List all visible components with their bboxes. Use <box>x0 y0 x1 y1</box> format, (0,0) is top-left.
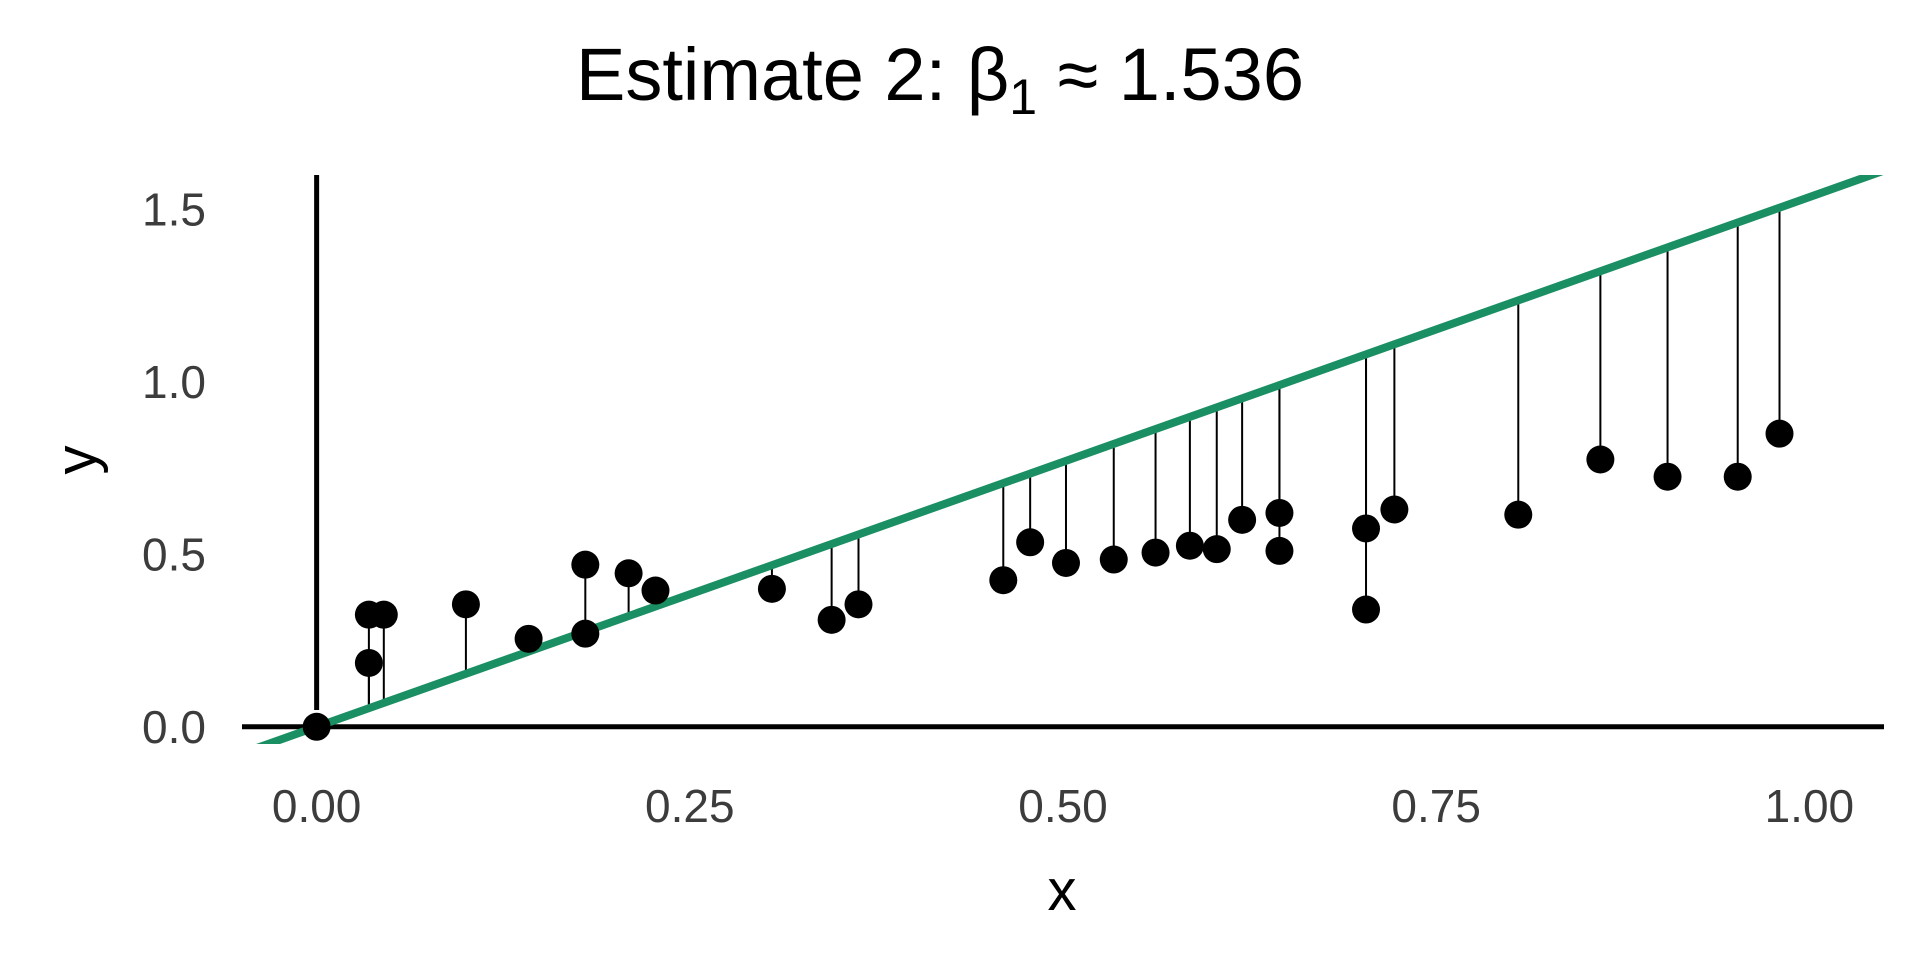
y-tick-label-1: 0.5 <box>142 528 206 580</box>
chart-title-prefix: Estimate 2: β <box>576 33 1009 116</box>
data-point-3 <box>369 600 398 629</box>
data-point-28 <box>1653 462 1682 491</box>
data-point-19 <box>1202 535 1231 564</box>
data-point-26 <box>1504 500 1533 529</box>
y-tick-label-0: 0.0 <box>142 701 206 753</box>
data-point-6 <box>571 550 600 579</box>
data-point-23 <box>1352 514 1381 543</box>
y-tick-label-3: 1.5 <box>142 183 206 235</box>
chart-title-subscript: 1 <box>1009 69 1037 125</box>
data-point-11 <box>817 605 846 634</box>
plot-area: 0.00 0.25 0.50 0.75 1.00 0.0 0.5 1.0 1.5 <box>142 175 1884 832</box>
data-point-7 <box>571 619 600 648</box>
x-tick-label-4: 1.00 <box>1765 780 1855 832</box>
data-point-2 <box>354 648 383 677</box>
data-point-22 <box>1265 536 1294 565</box>
data-point-21 <box>1265 498 1294 527</box>
x-axis-label: x <box>1048 858 1077 923</box>
data-point-8 <box>614 559 643 588</box>
data-point-24 <box>1352 595 1381 624</box>
data-point-5 <box>514 624 543 653</box>
data-point-13 <box>989 566 1018 595</box>
fit-line <box>256 175 1884 744</box>
data-point-18 <box>1175 531 1204 560</box>
data-point-12 <box>844 590 873 619</box>
data-point-4 <box>451 590 480 619</box>
x-tick-label-3: 0.75 <box>1391 780 1481 832</box>
data-point-10 <box>757 574 786 603</box>
data-point-17 <box>1141 538 1170 567</box>
data-point-25 <box>1380 495 1409 524</box>
data-point-0 <box>302 712 331 741</box>
y-tick-label-2: 1.0 <box>142 356 206 408</box>
data-point-20 <box>1228 505 1257 534</box>
x-tick-label-2: 0.50 <box>1018 780 1108 832</box>
data-point-15 <box>1051 548 1080 577</box>
chart-title-suffix: ≈ 1.536 <box>1037 33 1304 116</box>
data-point-16 <box>1099 545 1128 574</box>
x-tick-label-1: 0.25 <box>645 780 735 832</box>
y-axis-label: y <box>44 446 109 475</box>
x-tick-label-0: 0.00 <box>272 780 362 832</box>
data-point-29 <box>1723 462 1752 491</box>
chart-title: Estimate 2: β1 ≈ 1.536 <box>576 33 1304 125</box>
data-point-14 <box>1016 528 1045 557</box>
data-point-9 <box>641 576 670 605</box>
data-point-27 <box>1586 445 1615 474</box>
data-point-30 <box>1765 419 1794 448</box>
